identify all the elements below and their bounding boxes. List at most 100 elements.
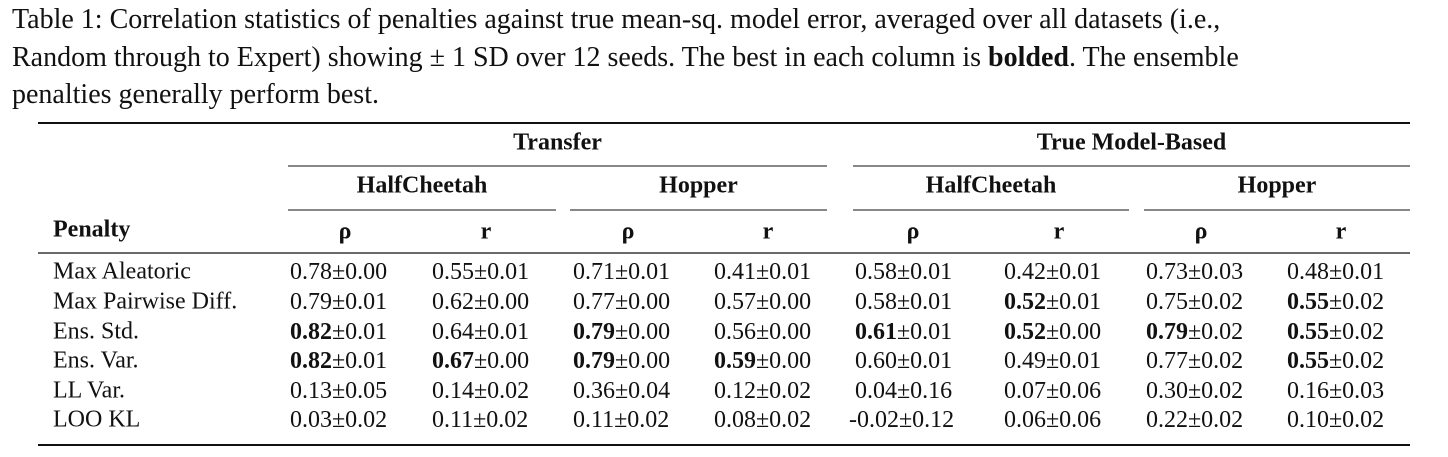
table-cell: 0.82±0.01 [290,319,387,345]
cell-mean: 0.77 [573,289,615,315]
cell-sd: ±0.01 [756,259,811,285]
subgroup-header: Hopper [659,173,738,199]
cell-sd: ±0.02 [473,407,528,433]
cell-mean: 0.79 [573,348,615,374]
cell-sd: ±0.03 [1329,378,1384,404]
cell-mean: 0.82 [290,348,332,374]
table-cell: 0.48±0.01 [1287,259,1384,285]
table-cell: 0.07±0.06 [1004,378,1101,404]
cell-mean: 0.77 [1146,348,1188,374]
penalty-name: Ens. Var. [53,348,139,374]
table-cell: 0.22±0.02 [1146,407,1243,433]
penalty-header: Penalty [53,217,130,243]
cell-mean: 0.52 [1004,289,1046,315]
cell-mean: 0.79 [1146,319,1188,345]
cell-mean: 0.57 [714,289,756,315]
cell-mean: 0.13 [290,378,332,404]
cell-sd: ±0.16 [897,378,952,404]
cell-mean: 0.03 [290,407,332,433]
cell-sd: ±0.06 [1046,407,1101,433]
cell-mean: 0.10 [1287,407,1329,433]
cell-mean: 0.55 [1287,348,1329,374]
cell-mean: 0.30 [1146,378,1188,404]
cell-mean: 0.61 [855,319,897,345]
cell-sd: ±0.01 [1046,348,1101,374]
caption-text: Correlation statistics of penalties agai… [110,4,1221,35]
cell-sd: ±0.02 [1188,319,1243,345]
table-cell: 0.79±0.01 [290,289,387,315]
cell-sd: ±0.02 [1188,348,1243,374]
column-header: ρ [1195,219,1208,245]
cell-mean: 0.60 [855,348,897,374]
penalty-name: LL Var. [53,378,125,404]
cell-mean: -0.02 [849,407,899,433]
cell-sd: ±0.00 [615,348,670,374]
cell-sd: ±0.02 [1329,319,1384,345]
cell-sd: ±0.05 [332,378,387,404]
table-cell: 0.13±0.05 [290,378,387,404]
cell-sd: ±0.02 [1188,407,1243,433]
cell-sd: ±0.00 [615,289,670,315]
table-cell: 0.77±0.00 [573,289,670,315]
table-cell: 0.79±0.02 [1146,319,1243,345]
cell-mean: 0.22 [1146,407,1188,433]
cell-mean: 0.58 [855,289,897,315]
cell-mean: 0.62 [432,289,474,315]
caption-emphasis: bolded [988,42,1069,73]
table-cell: 0.30±0.02 [1146,378,1243,404]
column-header: r [1336,219,1347,245]
column-header: ρ [339,219,352,245]
cell-sd: ±0.04 [615,378,670,404]
cell-sd: ±0.01 [897,259,952,285]
cell-mean: 0.79 [573,319,615,345]
column-header: r [1054,219,1065,245]
cell-sd: ±0.01 [1046,259,1101,285]
cell-mean: 0.67 [432,348,474,374]
table-cell: 0.77±0.02 [1146,348,1243,374]
cell-sd: ±0.02 [1329,348,1384,374]
column-header: r [481,219,492,245]
cell-sd: ±0.01 [1329,259,1384,285]
table-cell: 0.42±0.01 [1004,259,1101,285]
cell-mean: 0.14 [432,378,474,404]
cell-sd: ±0.02 [1188,378,1243,404]
cell-sd: ±0.02 [474,378,529,404]
table-cell: 0.36±0.04 [573,378,670,404]
cell-mean: 0.64 [432,319,474,345]
table-cell: 0.06±0.06 [1004,407,1101,433]
table-cell: 0.11±0.02 [573,407,669,433]
cell-sd: ±0.02 [756,407,811,433]
cell-sd: ±0.02 [1188,289,1243,315]
penalty-name: Max Aleatoric [53,259,191,285]
cell-sd: ±0.12 [899,407,954,433]
cell-mean: 0.06 [1004,407,1046,433]
cell-sd: ±0.03 [1188,259,1243,285]
table-cell: 0.79±0.00 [573,348,670,374]
penalty-name: Ens. Std. [53,319,139,345]
cell-sd: ±0.01 [332,348,387,374]
table-cell: 0.61±0.01 [855,319,952,345]
cell-mean: 0.58 [855,259,897,285]
column-header: r [763,219,774,245]
cell-mean: 0.36 [573,378,615,404]
cell-sd: ±0.00 [332,259,387,285]
cell-mean: 0.82 [290,319,332,345]
subgroup-header: HalfCheetah [357,173,488,199]
table-cell: 0.52±0.01 [1004,289,1101,315]
caption-label: Table 1: [12,4,103,35]
cell-sd: ±0.01 [332,319,387,345]
table-cell: 0.55±0.01 [432,259,529,285]
cell-mean: 0.07 [1004,378,1046,404]
column-header: ρ [622,219,635,245]
table-cell: -0.02±0.12 [849,407,954,433]
cell-sd: ±0.01 [474,259,529,285]
table-cell: 0.52±0.00 [1004,319,1101,345]
table-cell: 0.55±0.02 [1287,289,1384,315]
table-cell: 0.16±0.03 [1287,378,1384,404]
cell-mean: 0.71 [573,259,615,285]
table-cell: 0.08±0.02 [714,407,811,433]
cell-mean: 0.41 [714,259,756,285]
table-cell: 0.82±0.01 [290,348,387,374]
cell-sd: ±0.02 [1329,289,1384,315]
